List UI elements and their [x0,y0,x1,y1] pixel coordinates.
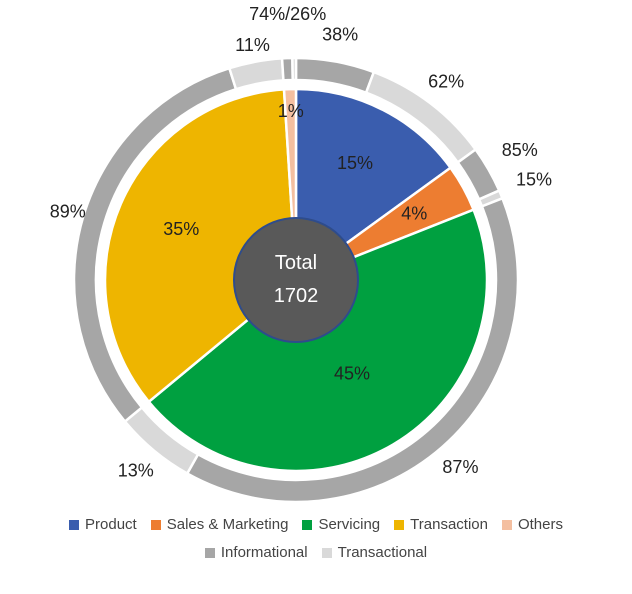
inner-slice-transaction [103,88,298,404]
inner-label-servicing: 45% [334,363,370,383]
legend-item-servicing: Servicing [302,516,380,533]
outer-slice-others-transactional [291,56,298,82]
legend-label-informational: Informational [220,544,308,561]
outer-label-servicing-transactional: 13% [118,461,154,481]
legend-swatch-servicing [302,519,313,530]
outer-label-servicing-informational: 87% [442,457,478,477]
outer-label-product-informational: 38% [322,25,358,45]
legend-item-sales-marketing: Sales & Marketing [150,516,289,533]
legend-swatch-transactional [321,547,332,558]
legend-swatch-transaction [394,519,405,530]
outer-label-product-transactional: 62% [428,71,464,91]
legend-item-product: Product [69,516,137,533]
legend-label-transaction: Transaction [410,516,488,533]
legend-swatch-others [501,519,512,530]
center-circle [233,217,359,343]
center-total: 1702 [274,285,319,307]
outer-ring [72,56,520,504]
legend-swatch-sales-marketing [150,519,161,530]
outer-slice-transaction-transactional [227,57,285,91]
legend-label-sales-marketing: Sales & Marketing [166,516,289,533]
outer-label-transaction-transactional: 11% [235,35,270,55]
inner-ring [103,87,489,473]
legend-item-transaction: Transaction [394,516,488,533]
outer-label-transaction-informational: 89% [50,201,86,221]
inner-slice-servicing [147,208,489,473]
inner-label-others: 1% [278,101,304,121]
center-title: Total [275,252,317,274]
outer-slice-others-informational [280,56,295,82]
outer-label-sales-marketing-informational: 85% [502,140,538,160]
inner-label-sales-marketing: 4% [401,204,427,224]
legend-row-1: Product Sales & Marketing Servicing Tran… [0,516,632,533]
legend-row-2: Informational Transactional [0,544,632,561]
legend-label-servicing: Servicing [318,516,381,533]
inner-label-product: 15% [337,153,373,173]
outer-slice-product-informational [294,56,376,95]
legend-swatch-informational [204,547,215,558]
nested-doughnut-chart: Total 1702 15%4%45%35%1%38%62%85%15%87%1… [50,4,552,504]
inner-label-transaction: 35% [163,219,199,239]
outer-label-others: 74%/26% [249,4,326,24]
legend-item-others: Others [501,516,563,533]
legend-swatch-product [69,519,80,530]
legend-label-others: Others [517,516,563,533]
legend-label-product: Product [85,516,137,533]
legend-item-informational: Informational [204,544,308,561]
outer-label-sales-marketing-transactional: 15% [516,169,552,189]
data-labels: 15% 4% 45% 35% 1% 38% 62% 85% 15% 87% 13% 89% 11% 74%… [50,4,552,481]
legend-label-transactional: Transactional [337,544,428,561]
legend-item-transactional: Transactional [321,544,428,561]
